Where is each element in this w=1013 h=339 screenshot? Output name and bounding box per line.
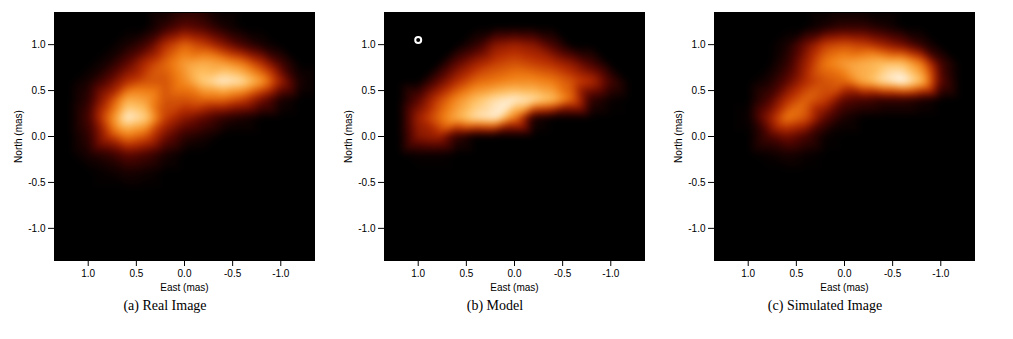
svg-text:0.5: 0.5 <box>692 85 706 96</box>
svg-text:East (mas): East (mas) <box>820 282 868 293</box>
svg-text:0.0: 0.0 <box>692 131 706 142</box>
svg-text:-0.5: -0.5 <box>688 177 706 188</box>
svg-text:0.0: 0.0 <box>508 268 522 279</box>
svg-text:North (mas): North (mas) <box>673 110 684 163</box>
svg-text:1.0: 1.0 <box>32 39 46 50</box>
svg-text:-0.5: -0.5 <box>224 268 242 279</box>
svg-text:1.0: 1.0 <box>692 39 706 50</box>
svg-text:North (mas): North (mas) <box>13 110 24 163</box>
svg-text:0.0: 0.0 <box>362 131 376 142</box>
svg-text:-1.0: -1.0 <box>272 268 290 279</box>
svg-text:1.0: 1.0 <box>362 39 376 50</box>
html-text:(b) Model: (b) Model <box>466 298 524 313</box>
svg-text:0.5: 0.5 <box>32 85 46 96</box>
html-text:(c) Simulated Image: (c) Simulated Image <box>767 298 883 313</box>
svg-text:-1.0: -1.0 <box>932 268 950 279</box>
svg-text:0.5: 0.5 <box>362 85 376 96</box>
svg-text:0.5: 0.5 <box>129 268 143 279</box>
svg-text:1.0: 1.0 <box>741 268 755 279</box>
svg-text:-0.5: -0.5 <box>554 268 572 279</box>
svg-text:0.0: 0.0 <box>178 268 192 279</box>
svg-text:-1.0: -1.0 <box>358 223 376 234</box>
svg-text:-1.0: -1.0 <box>688 223 706 234</box>
svg-text:1.0: 1.0 <box>81 268 95 279</box>
svg-text:East (mas): East (mas) <box>490 282 538 293</box>
svg-text:0.5: 0.5 <box>459 268 473 279</box>
svg-text:0.0: 0.0 <box>32 131 46 142</box>
svg-text:-0.5: -0.5 <box>358 177 376 188</box>
svg-text:-0.5: -0.5 <box>884 268 902 279</box>
html-text:(a) Real Image: (a) Real Image <box>123 298 207 313</box>
svg-text:East (mas): East (mas) <box>160 282 208 293</box>
svg-text:0.5: 0.5 <box>789 268 803 279</box>
svg-text:-1.0: -1.0 <box>28 223 46 234</box>
svg-text:-1.0: -1.0 <box>602 268 620 279</box>
svg-text:North (mas): North (mas) <box>343 110 354 163</box>
svg-text:0.0: 0.0 <box>838 268 852 279</box>
svg-text:1.0: 1.0 <box>411 268 425 279</box>
svg-text:-0.5: -0.5 <box>28 177 46 188</box>
